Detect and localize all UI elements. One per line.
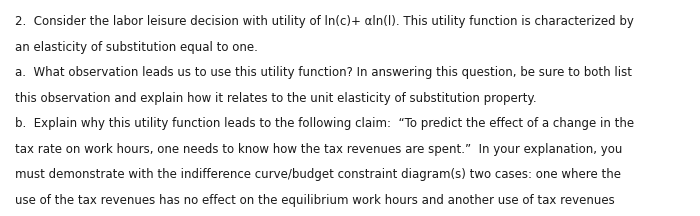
Text: must demonstrate with the indifference curve/budget constraint diagram(s) two ca: must demonstrate with the indifference c… (15, 168, 622, 181)
Text: this observation and explain how it relates to the unit elasticity of substituti: this observation and explain how it rela… (15, 92, 537, 105)
Text: b.  Explain why this utility function leads to the following claim:  “To predict: b. Explain why this utility function lea… (15, 117, 634, 130)
Text: an elasticity of substitution equal to one.: an elasticity of substitution equal to o… (15, 41, 258, 54)
Text: tax rate on work hours, one needs to know how the tax revenues are spent.”  In y: tax rate on work hours, one needs to kno… (15, 143, 623, 156)
Text: 2.  Consider the labor leisure decision with utility of ln(c)+ αln(l). This util: 2. Consider the labor leisure decision w… (15, 15, 634, 28)
Text: use of the tax revenues has no effect on the equilibrium work hours and another : use of the tax revenues has no effect on… (15, 194, 615, 206)
Text: a.  What observation leads us to use this utility function? In answering this qu: a. What observation leads us to use this… (15, 66, 632, 79)
